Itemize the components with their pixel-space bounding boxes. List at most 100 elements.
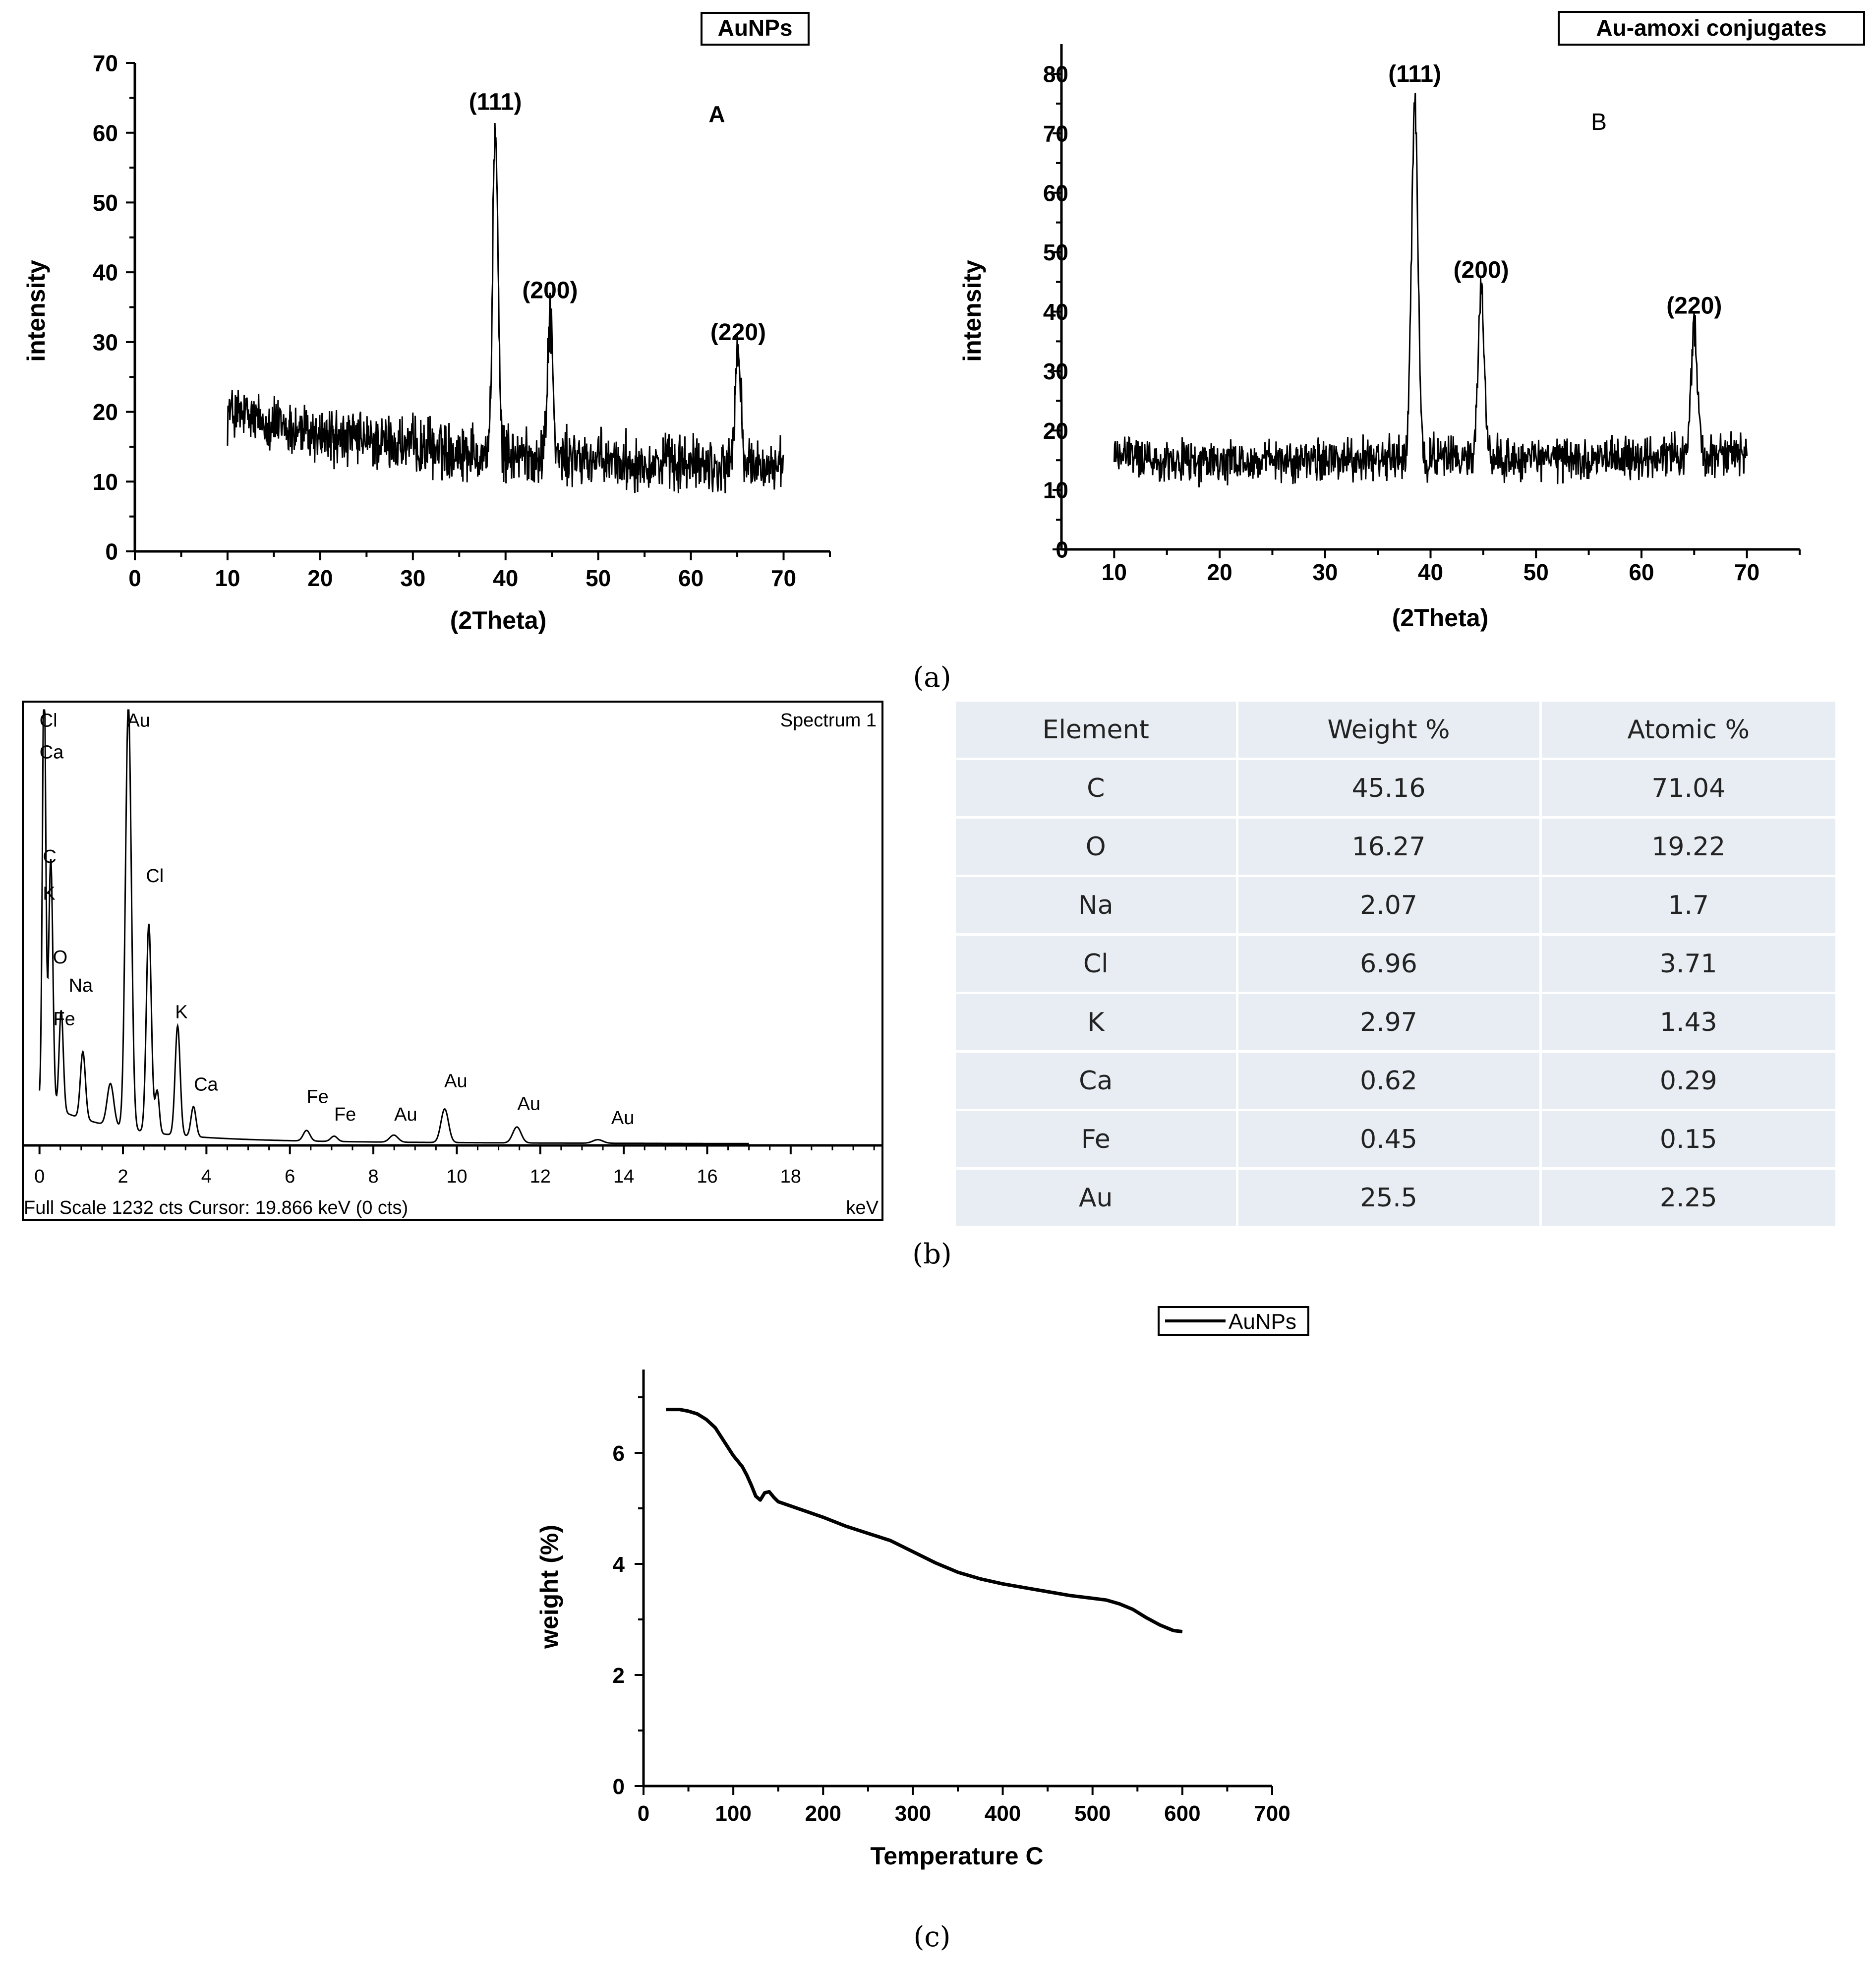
x-tick-label: 30: [1312, 559, 1338, 585]
peak-label: (111): [469, 89, 522, 116]
xrd-series-line: [227, 122, 784, 493]
element-label: Fe: [306, 1086, 328, 1107]
caption-a: (a): [913, 661, 951, 694]
peak-label: (220): [710, 319, 766, 346]
element-label: Ca: [40, 742, 64, 763]
cell-atomic: 1.43: [1540, 993, 1835, 1053]
table-row: Fe 0.45 0.15: [956, 1110, 1835, 1170]
element-label: O: [53, 947, 68, 968]
cell-weight: 2.07: [1237, 876, 1542, 936]
cell-element: Au: [956, 1168, 1238, 1228]
x-tick-label: 10: [215, 565, 240, 591]
x-tick-label: 70: [771, 565, 796, 591]
cell-weight: 16.27: [1237, 817, 1542, 877]
cell-weight: 0.45: [1237, 1110, 1542, 1170]
y-axis-label: weight (%): [535, 1525, 563, 1649]
y-tick-label: 0: [613, 1775, 625, 1799]
chart-title-box: [1558, 11, 1865, 46]
cell-element: K: [956, 993, 1238, 1053]
x-tick-label: 40: [1418, 559, 1443, 585]
caption-b: (b): [912, 1238, 952, 1270]
y-tick-label: 40: [1043, 299, 1068, 325]
x-tick-label: 20: [1207, 559, 1232, 585]
column-header-element: Element: [956, 702, 1238, 760]
x-tick-label: 14: [613, 1166, 634, 1187]
x-tick-label: 70: [1734, 559, 1759, 585]
element-label: Na: [69, 975, 93, 996]
cell-atomic: 0.15: [1540, 1110, 1835, 1170]
x-axis-unit: keV: [846, 1197, 879, 1218]
element-label: Au: [517, 1094, 540, 1115]
y-tick-label: 0: [105, 539, 118, 565]
table-row: Cl 6.96 3.71: [956, 934, 1835, 994]
cell-weight: 6.96: [1237, 934, 1542, 994]
y-tick-label: 30: [93, 329, 118, 355]
cell-atomic: 19.22: [1540, 817, 1835, 877]
x-tick-label: 12: [530, 1166, 551, 1187]
element-label: K: [43, 884, 55, 904]
y-tick-label: 30: [1043, 358, 1068, 384]
x-tick-label: 20: [307, 565, 333, 591]
eds-frame: [22, 701, 883, 1221]
panel-letter: A: [708, 101, 725, 127]
axes: 0 2 4 6 8 10 12 14 16 18: [23, 1144, 882, 1187]
peak-label: (200): [1454, 257, 1509, 284]
element-label: Cl: [40, 710, 58, 731]
xrd-chart-aunps: AuNPs A (2Theta) intensity 0 10 20 30 40 50 60…: [22, 12, 831, 634]
y-tick-label: 70: [1043, 120, 1068, 146]
y-tick-label: 70: [93, 51, 118, 76]
table-row: K 2.97 1.43: [956, 993, 1835, 1053]
cell-element: Na: [956, 876, 1238, 936]
peak-labels: (111) (200) (220): [1388, 61, 1722, 319]
y-tick-label: 10: [1043, 477, 1068, 503]
element-label: Au: [444, 1071, 467, 1091]
y-axis-label: intensity: [22, 260, 50, 362]
cell-element: Fe: [956, 1110, 1238, 1170]
column-header-weight: Weight %: [1237, 702, 1542, 760]
element-label: C: [43, 846, 56, 867]
chart-title: AuNPs: [718, 15, 793, 41]
element-label: Au: [611, 1108, 634, 1129]
x-tick-label: 16: [697, 1166, 717, 1187]
element-label: Fe: [53, 1009, 75, 1030]
column-header-atomic: Atomic %: [1540, 702, 1835, 760]
table-row: Ca 0.62 0.29: [956, 1051, 1835, 1111]
y-tick-label: 60: [1043, 180, 1068, 206]
x-tick-label: 50: [586, 565, 611, 591]
element-label: Au: [394, 1104, 417, 1125]
y-tick-label: 20: [93, 399, 118, 425]
cell-atomic: 1.7: [1540, 876, 1835, 936]
y-tick-label: 0: [1055, 537, 1068, 563]
x-tick-label: 0: [128, 565, 141, 591]
y-tick-label: 2: [613, 1664, 625, 1688]
x-tick-label: 700: [1254, 1801, 1290, 1826]
y-tick-label: 60: [93, 120, 118, 146]
table-header-row: Element Weight % Atomic %: [956, 702, 1835, 760]
chart-title-box: [701, 12, 810, 46]
element-label: Au: [127, 710, 150, 731]
eds-series-line: [39, 709, 749, 1144]
eds-spectrum-chart: Spectrum 1 Full Scale 1232 cts Cursor: 1…: [22, 701, 883, 1221]
element-label: Cl: [146, 866, 164, 887]
cell-weight: 2.97: [1237, 993, 1542, 1053]
cell-element: Cl: [956, 934, 1238, 994]
x-tick-label: 100: [715, 1801, 751, 1826]
x-tick-label: 600: [1164, 1801, 1200, 1826]
tga-series-line: [666, 1408, 1183, 1634]
axes: 10 20 30 40 50 60 70 0 10 20 30 40 50 60 70 80: [1043, 44, 1801, 585]
cell-weight: 0.62: [1237, 1051, 1542, 1111]
element-label: K: [175, 1002, 187, 1022]
peak-label: (220): [1666, 293, 1722, 319]
y-tick-label: 80: [1043, 61, 1068, 87]
y-tick-label: 10: [93, 469, 118, 495]
chart-title: Au-amoxi conjugates: [1596, 15, 1826, 41]
panel-letter: B: [1591, 109, 1607, 135]
element-label: Ca: [194, 1074, 218, 1095]
x-axis-label: Temperature C: [870, 1842, 1043, 1870]
table-row: Na 2.07 1.7: [956, 876, 1835, 936]
cell-element: O: [956, 817, 1238, 877]
